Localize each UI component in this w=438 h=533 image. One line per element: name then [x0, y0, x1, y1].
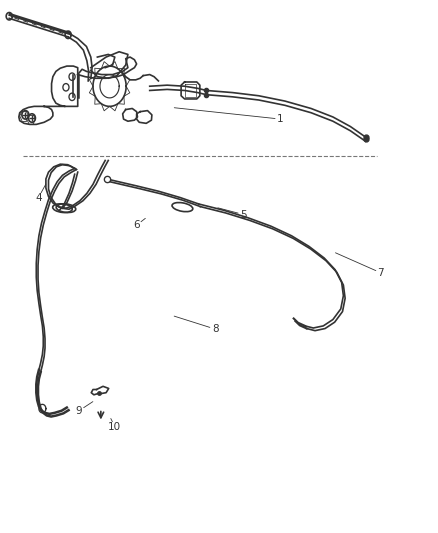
Text: 8: 8	[212, 324, 218, 334]
Text: 7: 7	[377, 268, 383, 278]
Text: 6: 6	[133, 220, 140, 230]
Text: 10: 10	[108, 422, 121, 432]
Text: 4: 4	[35, 192, 42, 203]
Text: 5: 5	[240, 209, 246, 220]
Text: 9: 9	[75, 406, 82, 416]
Text: 1: 1	[277, 114, 283, 124]
